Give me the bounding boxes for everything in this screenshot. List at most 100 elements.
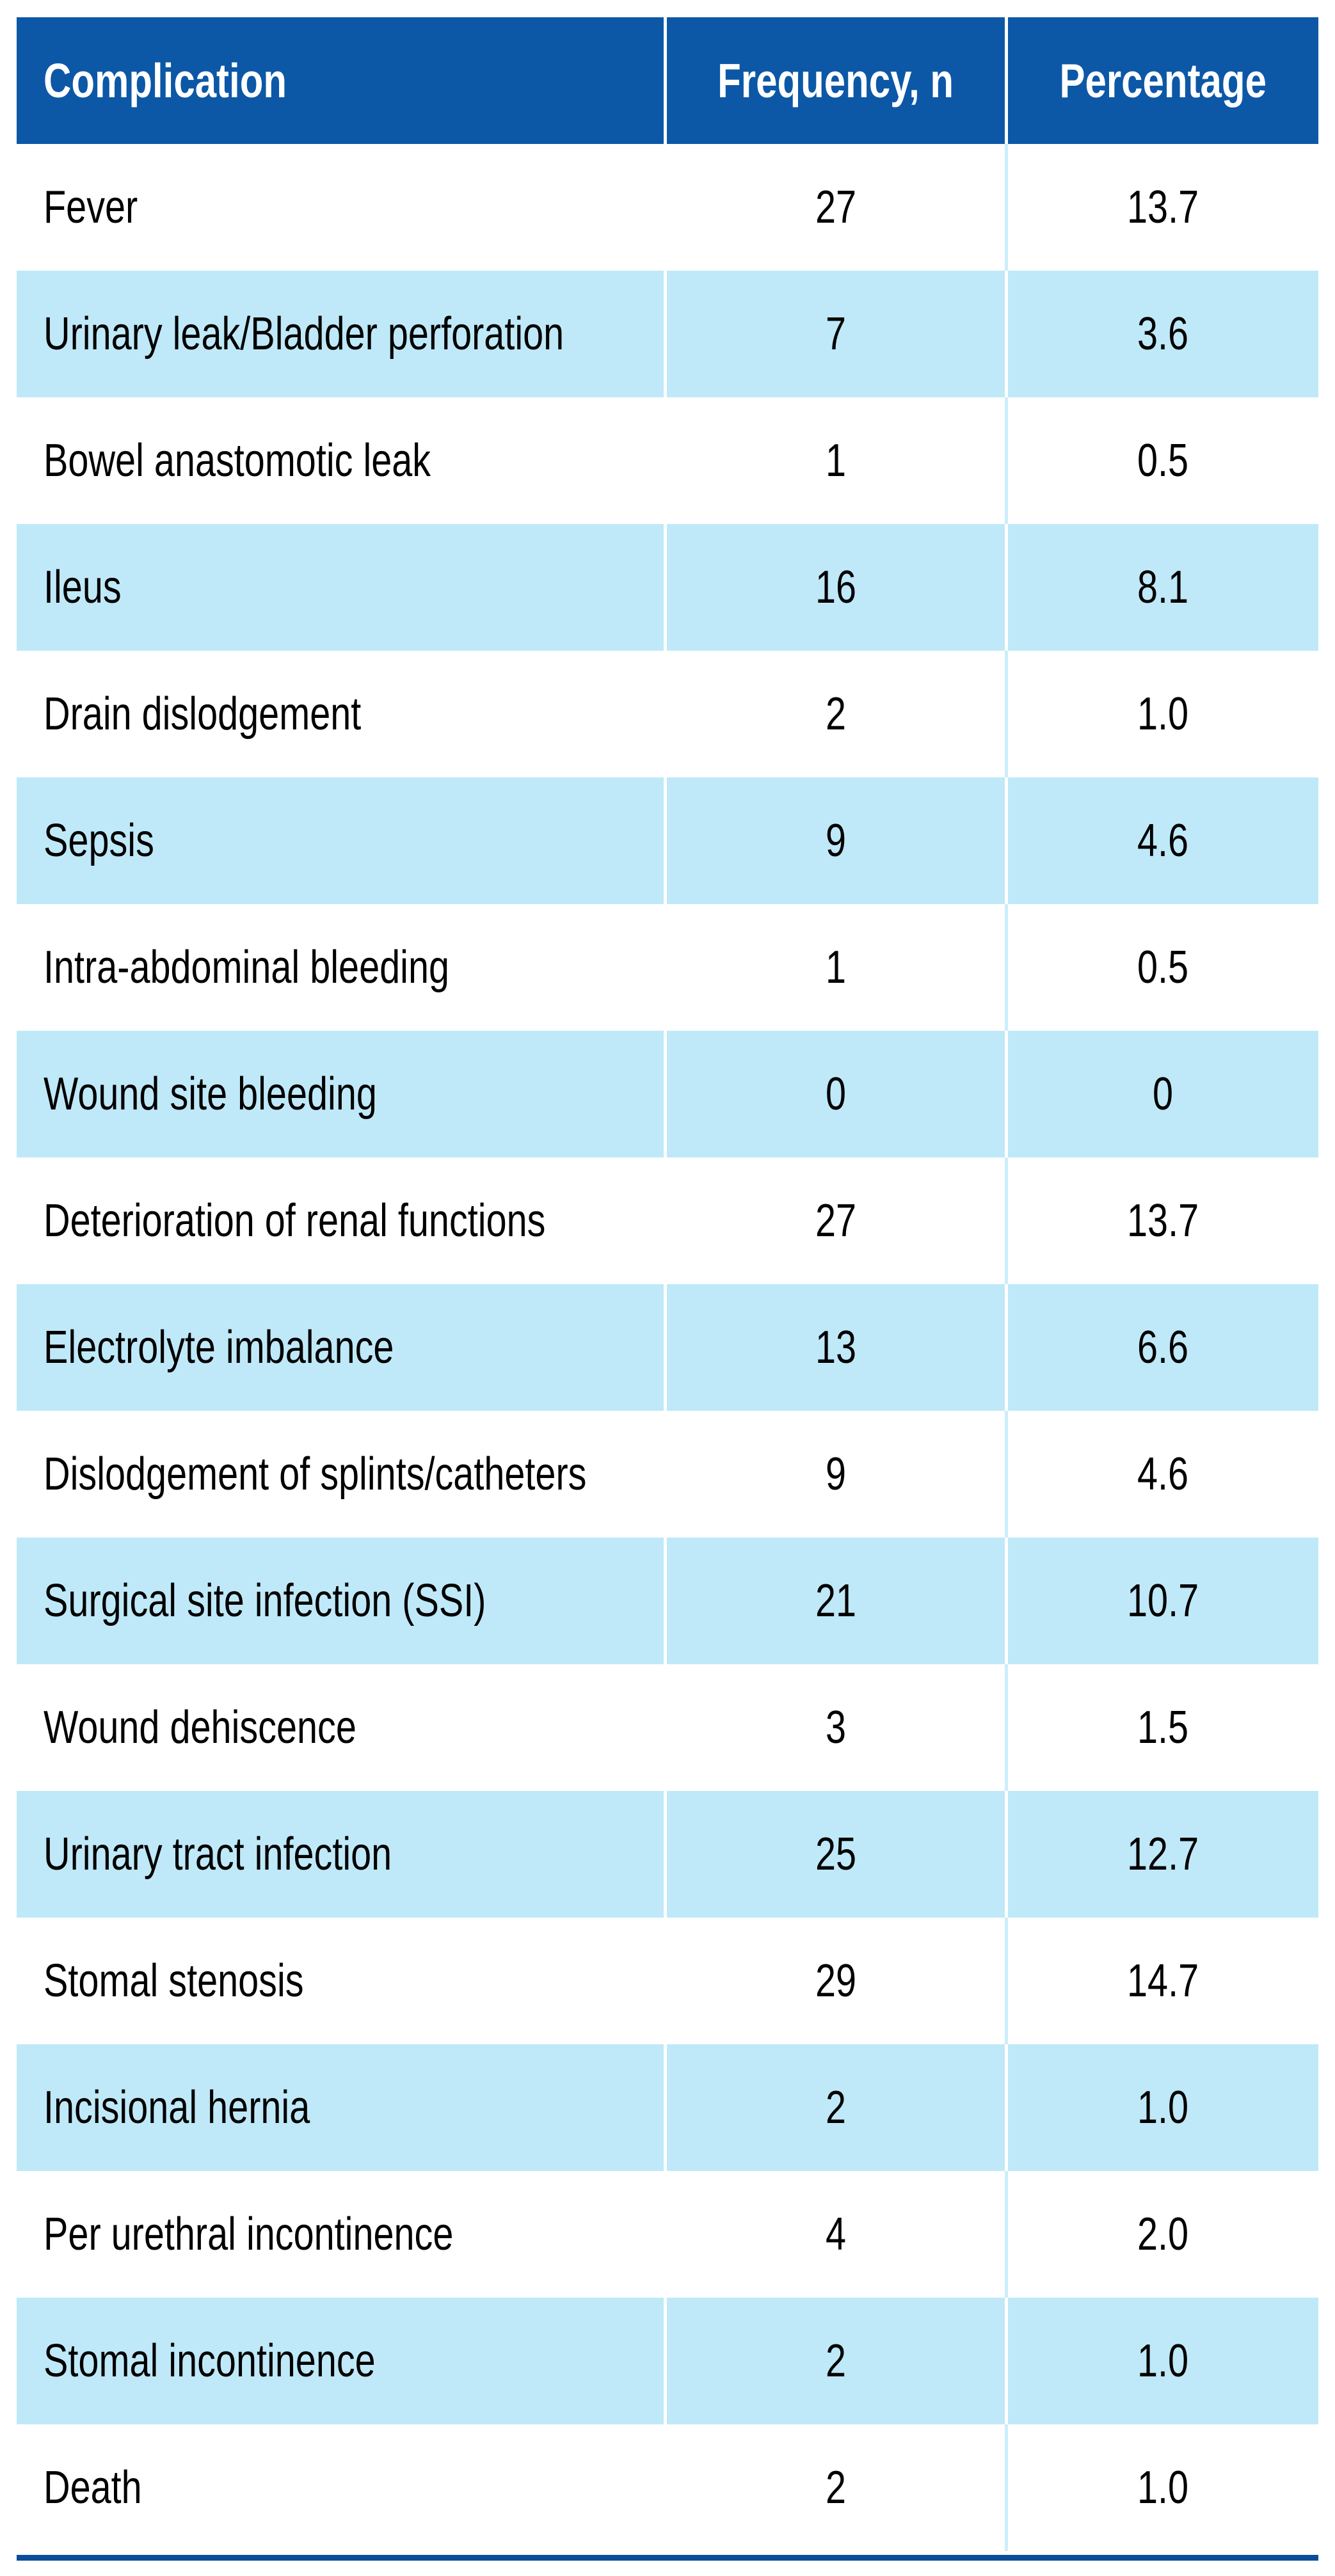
header-complication-label: Complication <box>44 53 287 107</box>
complication-cell: Incisional hernia <box>17 2044 667 2171</box>
complication-text: Ileus <box>44 562 122 613</box>
frequency-cell: 4 <box>667 2171 1008 2298</box>
frequency-text: 1 <box>825 942 847 993</box>
complication-cell: Deterioration of renal functions <box>17 1157 667 1284</box>
complication-cell: Dislodgement of splints/catheters <box>17 1411 667 1538</box>
frequency-text: 7 <box>825 308 847 360</box>
percentage-text: 1.0 <box>1137 688 1189 740</box>
percentage-text: 1.0 <box>1137 2082 1189 2133</box>
complication-text: Bowel anastomotic leak <box>44 435 431 486</box>
percentage-text: 1.5 <box>1137 1702 1189 1753</box>
frequency-text: 9 <box>825 815 847 866</box>
complication-cell: Stomal incontinence <box>17 2298 667 2424</box>
frequency-cell: 27 <box>667 1157 1008 1284</box>
frequency-cell: 27 <box>667 144 1008 271</box>
frequency-text: 27 <box>815 182 857 233</box>
header-cell-frequency: Frequency, n <box>667 17 1008 144</box>
frequency-text: 27 <box>815 1195 857 1246</box>
complication-text: Dislodgement of splints/catheters <box>44 1449 587 1500</box>
frequency-text: 29 <box>815 1955 857 2007</box>
complication-text: Deterioration of renal functions <box>44 1195 546 1246</box>
frequency-cell: 1 <box>667 397 1008 524</box>
frequency-cell: 29 <box>667 1918 1008 2044</box>
complication-cell: Death <box>17 2424 667 2551</box>
frequency-cell: 2 <box>667 2298 1008 2424</box>
frequency-cell: 2 <box>667 2044 1008 2171</box>
percentage-text: 4.6 <box>1137 815 1189 866</box>
percentage-text: 0.5 <box>1137 435 1189 486</box>
complication-text: Surgical site infection (SSI) <box>44 1575 486 1626</box>
frequency-cell: 9 <box>667 777 1008 904</box>
frequency-cell: 7 <box>667 271 1008 397</box>
complication-text: Sepsis <box>44 815 154 866</box>
percentage-cell: 4.6 <box>1008 1411 1318 1538</box>
complication-cell: Bowel anastomotic leak <box>17 397 667 524</box>
percentage-text: 12.7 <box>1127 1829 1199 1880</box>
table-row: Stomal stenosis 29 14.7 <box>17 1918 1318 2044</box>
percentage-cell: 1.0 <box>1008 2298 1318 2424</box>
table-row: Deterioration of renal functions 27 13.7 <box>17 1157 1318 1284</box>
complication-text: Fever <box>44 182 138 233</box>
frequency-text: 2 <box>825 2335 847 2387</box>
table-row: Dislodgement of splints/catheters 9 4.6 <box>17 1411 1318 1538</box>
complication-text: Incisional hernia <box>44 2082 310 2133</box>
frequency-text: 2 <box>825 2462 847 2513</box>
table-row: Sepsis 9 4.6 <box>17 777 1318 904</box>
complication-text: Electrolyte imbalance <box>44 1322 394 1373</box>
percentage-cell: 13.7 <box>1008 144 1318 271</box>
percentage-cell: 8.1 <box>1008 524 1318 651</box>
header-cell-complication: Complication <box>17 17 667 144</box>
complication-cell: Fever <box>17 144 667 271</box>
complication-cell: Ileus <box>17 524 667 651</box>
percentage-cell: 0 <box>1008 1031 1318 1157</box>
table-header-row: Complication Frequency, n Percentage <box>17 17 1318 144</box>
bottom-rule <box>17 2555 1318 2561</box>
percentage-cell: 1.0 <box>1008 651 1318 777</box>
table-row: Ileus 16 8.1 <box>17 524 1318 651</box>
table-row: Fever 27 13.7 <box>17 144 1318 271</box>
complication-text: Urinary leak/Bladder perforation <box>44 308 564 360</box>
table-row: Wound site bleeding 0 0 <box>17 1031 1318 1157</box>
percentage-text: 8.1 <box>1137 562 1189 613</box>
frequency-cell: 2 <box>667 2424 1008 2551</box>
header-frequency-label: Frequency, n <box>717 53 954 107</box>
complication-text: Urinary tract infection <box>44 1829 392 1880</box>
table-row: Surgical site infection (SSI) 21 10.7 <box>17 1538 1318 1664</box>
percentage-cell: 1.0 <box>1008 2044 1318 2171</box>
percentage-text: 10.7 <box>1127 1575 1199 1626</box>
frequency-cell: 13 <box>667 1284 1008 1411</box>
percentage-cell: 3.6 <box>1008 271 1318 397</box>
percentage-text: 4.6 <box>1137 1449 1189 1500</box>
complication-cell: Wound site bleeding <box>17 1031 667 1157</box>
bottom-gap <box>17 2551 1318 2555</box>
frequency-text: 1 <box>825 435 847 486</box>
percentage-cell: 14.7 <box>1008 1918 1318 2044</box>
complication-cell: Sepsis <box>17 777 667 904</box>
complication-text: Drain dislodgement <box>44 688 362 740</box>
percentage-text: 1.0 <box>1137 2335 1189 2387</box>
complication-text: Stomal stenosis <box>44 1955 304 2007</box>
table-row: Electrolyte imbalance 13 6.6 <box>17 1284 1318 1411</box>
frequency-cell: 9 <box>667 1411 1008 1538</box>
frequency-text: 9 <box>825 1449 847 1500</box>
percentage-text: 0.5 <box>1137 942 1189 993</box>
table-row: Bowel anastomotic leak 1 0.5 <box>17 397 1318 524</box>
complication-cell: Intra-abdominal bleeding <box>17 904 667 1031</box>
percentage-text: 3.6 <box>1137 308 1189 360</box>
frequency-cell: 21 <box>667 1538 1008 1664</box>
frequency-text: 13 <box>815 1322 857 1373</box>
complication-cell: Urinary leak/Bladder perforation <box>17 271 667 397</box>
complication-cell: Electrolyte imbalance <box>17 1284 667 1411</box>
percentage-text: 13.7 <box>1127 182 1199 233</box>
frequency-cell: 0 <box>667 1031 1008 1157</box>
header-cell-percentage: Percentage <box>1008 17 1318 144</box>
frequency-text: 3 <box>825 1702 847 1753</box>
complication-text: Death <box>44 2462 142 2513</box>
percentage-cell: 0.5 <box>1008 397 1318 524</box>
percentage-text: 14.7 <box>1127 1955 1199 2007</box>
frequency-cell: 16 <box>667 524 1008 651</box>
percentage-text: 13.7 <box>1127 1195 1199 1246</box>
table-row: Death 2 1.0 <box>17 2424 1318 2551</box>
complication-cell: Urinary tract infection <box>17 1791 667 1918</box>
percentage-text: 2.0 <box>1137 2209 1189 2260</box>
